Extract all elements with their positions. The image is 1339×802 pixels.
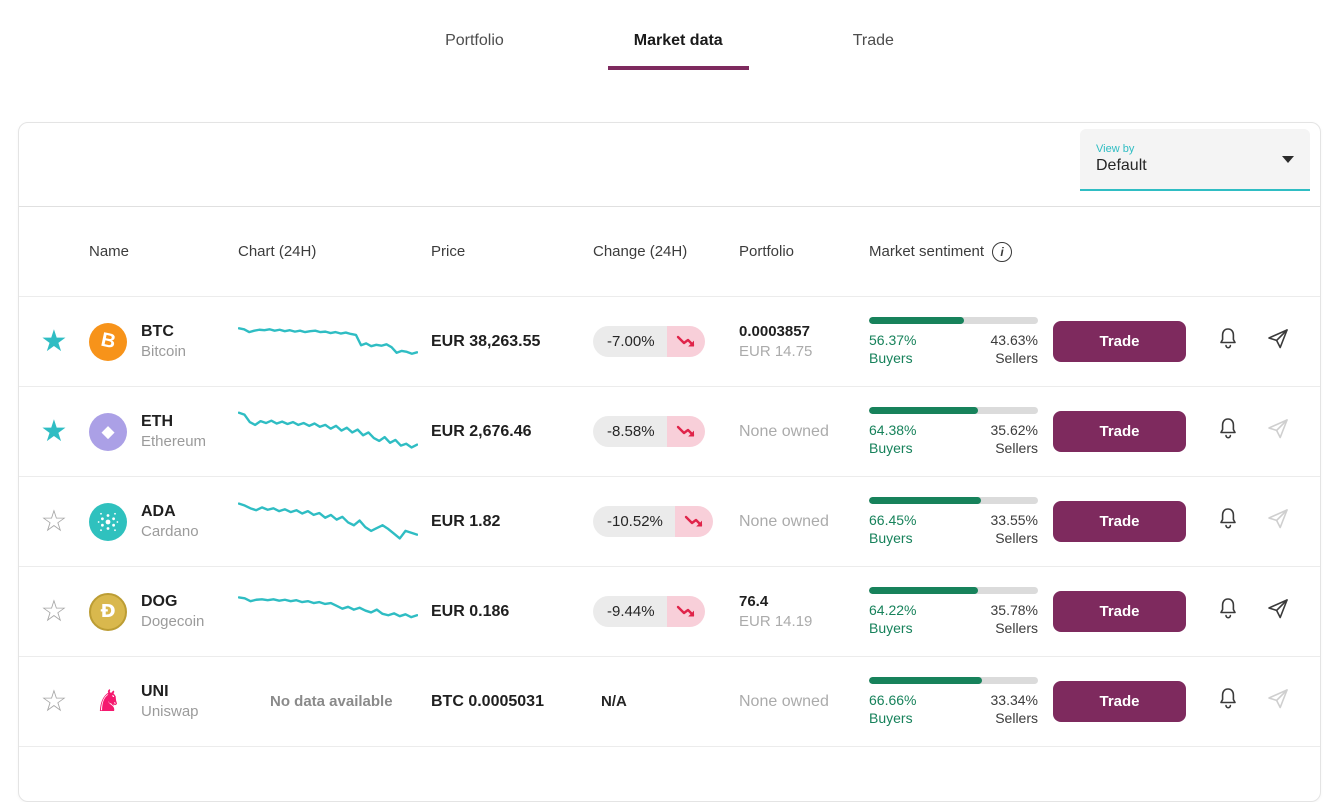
trend-down-icon [666,596,705,627]
change-badge: -8.58% [593,416,705,447]
asset-price: EUR 38,263.55 [431,332,541,350]
portfolio-none: None owned [739,692,829,710]
favorite-star-icon[interactable]: ☆ [40,504,68,538]
asset-price: EUR 2,676.46 [431,422,532,440]
sparkline-chart [238,494,431,549]
asset-symbol: UNI [141,683,169,700]
eth-coin-icon: ◆ [89,412,127,451]
uniswap-coin-icon: ♞ [89,682,127,721]
sparkline-chart [238,584,431,639]
trade-button[interactable]: Trade [1053,501,1186,542]
btc-coin-icon: B [89,322,127,361]
asset-name: Bitcoin [141,343,187,360]
market-sentiment: 66.45% Buyers 33.55% Sellers [869,496,1038,547]
asset-symbol: BTC [141,323,174,340]
market-data-card: View by Default Name Chart (24H) Price C… [18,122,1321,802]
favorite-star-icon[interactable]: ★ [40,324,68,358]
change-badge: -9.44% [593,596,705,627]
asset-symbol: ETH [141,413,173,430]
asset-price: EUR 1.82 [431,512,501,530]
sparkline-chart [238,404,431,459]
sparkline-chart [238,314,431,369]
tab-bar: Portfolio Market data Trade [0,0,1339,70]
change-badge: -7.00% [593,326,705,357]
trade-button[interactable]: Trade [1053,411,1186,452]
favorite-star-icon[interactable]: ★ [40,414,68,448]
asset-symbol: DOG [141,593,178,610]
portfolio-value: EUR 14.75 [739,343,813,360]
favorite-star-icon[interactable]: ☆ [40,594,68,628]
send-icon[interactable] [1266,597,1290,621]
chevron-down-icon [1282,155,1294,163]
table-row-btc: ★ B BTC Bitcoin EUR 38,263.55 -7.00% 0.0… [19,297,1320,387]
trade-button[interactable]: Trade [1053,681,1186,722]
header-change: Change (24H) [593,243,688,260]
asset-symbol: ADA [141,503,176,520]
change-badge: -10.52% [593,506,713,537]
table-row-dog: ☆ Ð DOG Dogecoin EUR 0.186 -9.44% 76.4 E… [19,567,1320,657]
asset-price: BTC 0.0005031 [431,692,544,710]
send-icon[interactable] [1266,507,1290,531]
info-icon[interactable]: i [992,241,1013,262]
header-market-sentiment: Market sentiment [869,243,985,260]
tab-market-data[interactable]: Market data [607,28,749,70]
send-icon[interactable] [1266,687,1290,711]
ada-coin-icon [89,502,127,541]
view-by-label: View by [1096,143,1135,155]
table-row-uni: ☆ ♞ UNI Uniswap No data available BTC 0.… [19,657,1320,747]
trade-button[interactable]: Trade [1053,321,1186,362]
toolbar: View by Default [19,123,1320,207]
table-row-ada: ☆ ADA Cardano EUR 1.82 -10.52% None owne… [19,477,1320,567]
market-sentiment: 64.38% Buyers 35.62% Sellers [869,406,1038,457]
header-name: Name [89,243,130,260]
market-sentiment: 64.22% Buyers 35.78% Sellers [869,586,1038,637]
send-icon[interactable] [1266,327,1290,351]
trend-down-icon [666,416,705,447]
no-data-label: No data available [270,693,393,710]
portfolio-amount: 76.4 [739,593,769,610]
table-header: Name Chart (24H) Price Change (24H) Port… [19,207,1320,297]
asset-name: Cardano [141,523,199,540]
portfolio-value: EUR 14.19 [739,613,813,630]
asset-name: Ethereum [141,433,207,450]
bell-icon[interactable] [1216,326,1240,352]
bell-icon[interactable] [1216,686,1240,712]
market-sentiment: 66.66% Buyers 33.34% Sellers [869,676,1038,727]
trend-down-icon [674,506,713,537]
portfolio-amount: 0.0003857 [739,323,810,340]
view-by-dropdown[interactable]: View by Default [1080,129,1310,191]
portfolio-none: None owned [739,512,829,530]
favorite-star-icon[interactable]: ☆ [40,684,68,718]
portfolio-none: None owned [739,422,829,440]
header-portfolio: Portfolio [739,243,795,260]
view-by-value: Default [1096,157,1147,174]
change-na: N/A [601,692,627,710]
send-icon[interactable] [1266,417,1290,441]
doge-coin-icon: Ð [89,592,127,631]
asset-name: Dogecoin [141,613,205,630]
trend-down-icon [666,326,705,357]
bell-icon[interactable] [1216,596,1240,622]
bell-icon[interactable] [1216,506,1240,532]
header-price: Price [431,243,466,260]
asset-name: Uniswap [141,703,199,720]
tab-trade[interactable]: Trade [852,32,894,49]
table-row-eth: ★ ◆ ETH Ethereum EUR 2,676.46 -8.58% Non… [19,387,1320,477]
asset-price: EUR 0.186 [431,602,510,620]
market-sentiment: 56.37% Buyers 43.63% Sellers [869,316,1038,367]
header-chart: Chart (24H) [238,243,317,260]
trade-button[interactable]: Trade [1053,591,1186,632]
bell-icon[interactable] [1216,416,1240,442]
tab-portfolio[interactable]: Portfolio [445,32,504,49]
